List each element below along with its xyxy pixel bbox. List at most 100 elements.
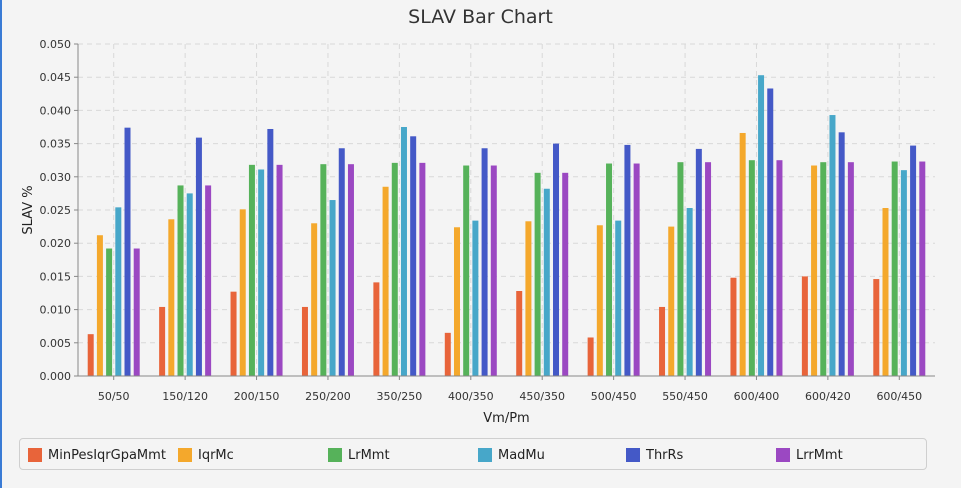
legend-item-LrMmt: LrMmt (328, 446, 390, 464)
bar-LrrMmt-600/420 (847, 162, 854, 376)
bar-LrMmt-600/400 (748, 160, 755, 376)
bar-MadMu-600/400 (758, 75, 765, 376)
bar-ThrRs-150/120 (195, 137, 202, 376)
bar-ThrRs-500/450 (624, 144, 631, 376)
x-tick-label: 500/450 (591, 390, 637, 403)
bar-MadMu-550/450 (686, 208, 693, 376)
bar-IqrMc-250/200 (311, 223, 318, 376)
x-tick-label: 350/250 (377, 390, 423, 403)
bar-IqrMc-350/250 (382, 186, 389, 376)
legend-swatch (178, 448, 192, 462)
legend-swatch (28, 448, 42, 462)
y-tick-label: 0.050 (40, 38, 72, 51)
bar-LrMmt-600/420 (820, 162, 827, 376)
x-tick-label: 50/50 (98, 390, 130, 403)
bar-IqrMc-200/150 (239, 209, 246, 376)
window-edge (0, 0, 2, 488)
bar-MadMu-400/350 (472, 220, 479, 376)
y-tick-label: 0.030 (40, 171, 72, 184)
legend-label: ThrRs (646, 447, 684, 463)
legend-swatch (776, 448, 790, 462)
bar-MadMu-200/150 (258, 169, 265, 376)
y-tick-label: 0.025 (40, 204, 72, 217)
bar-ThrRs-350/250 (410, 136, 417, 376)
y-tick-label: 0.045 (40, 71, 72, 84)
bar-MinPesIqrGpaMmt-400/350 (444, 332, 451, 376)
bar-MadMu-600/450 (900, 170, 907, 376)
bar-LrMmt-250/200 (320, 164, 327, 376)
bar-LrrMmt-450/350 (562, 172, 569, 376)
bar-MadMu-350/250 (400, 127, 407, 376)
x-tick-label: 600/420 (805, 390, 851, 403)
bar-MinPesIqrGpaMmt-50/50 (87, 334, 94, 376)
bar-IqrMc-50/50 (96, 235, 103, 376)
bar-LrrMmt-350/250 (419, 162, 426, 376)
bar-LrMmt-150/120 (177, 185, 184, 376)
bar-LrrMmt-600/400 (776, 160, 783, 376)
bar-IqrMc-450/350 (525, 221, 532, 376)
bar-MinPesIqrGpaMmt-600/400 (730, 277, 737, 376)
legend-swatch (478, 448, 492, 462)
y-tick-label: 0.015 (40, 270, 72, 283)
bar-IqrMc-150/120 (168, 219, 175, 376)
bar-LrMmt-450/350 (534, 172, 541, 376)
bar-ThrRs-50/50 (124, 127, 131, 376)
bar-LrrMmt-50/50 (133, 248, 140, 376)
bar-MinPesIqrGpaMmt-600/420 (801, 276, 808, 376)
bar-MadMu-150/120 (186, 193, 193, 376)
y-tick-label: 0.020 (40, 237, 72, 250)
bar-MinPesIqrGpaMmt-250/200 (301, 306, 308, 376)
legend-label: MinPesIqrGpaMmt (48, 447, 166, 463)
bar-MadMu-600/420 (829, 115, 836, 376)
legend-item-IqrMc: IqrMc (178, 446, 234, 464)
bar-ThrRs-250/200 (338, 148, 345, 376)
bar-IqrMc-500/450 (596, 225, 603, 376)
bar-LrMmt-350/250 (391, 162, 398, 376)
bar-MinPesIqrGpaMmt-450/350 (516, 291, 523, 376)
legend-item-LrrMmt: LrrMmt (776, 446, 843, 464)
x-tick-label: 450/350 (519, 390, 565, 403)
bar-LrMmt-50/50 (106, 248, 113, 376)
bar-IqrMc-400/350 (453, 227, 460, 376)
legend: MinPesIqrGpaMmt IqrMc LrMmt MadMu ThrRs LrrMm… (19, 438, 927, 470)
bar-MinPesIqrGpaMmt-200/150 (230, 291, 237, 376)
bar-LrMmt-600/450 (891, 161, 898, 376)
bar-ThrRs-600/450 (910, 145, 917, 376)
bar-LrMmt-550/450 (677, 162, 684, 376)
legend-item-ThrRs: ThrRs (626, 446, 683, 464)
x-tick-label: 600/450 (876, 390, 922, 403)
bar-ThrRs-200/150 (267, 128, 274, 376)
bar-ThrRs-600/420 (838, 132, 845, 376)
legend-swatch (328, 448, 342, 462)
y-tick-label: 0.040 (40, 104, 72, 117)
x-tick-label: 400/350 (448, 390, 494, 403)
bar-IqrMc-550/450 (668, 226, 675, 376)
legend-item-MinPesIqrGpaMmt: MinPesIqrGpaMmt (28, 446, 166, 464)
y-tick-label: 0.005 (40, 337, 72, 350)
y-tick-label: 0.010 (40, 304, 72, 317)
bar-MadMu-500/450 (615, 220, 622, 376)
bar-MinPesIqrGpaMmt-550/450 (659, 306, 666, 376)
legend-label: MadMu (498, 447, 545, 463)
bar-MinPesIqrGpaMmt-150/120 (159, 306, 166, 376)
bar-LrrMmt-200/150 (276, 164, 283, 376)
bar-MadMu-50/50 (115, 207, 122, 376)
x-tick-label: 600/400 (734, 390, 780, 403)
bar-LrrMmt-400/350 (490, 165, 497, 376)
legend-label: LrrMmt (796, 447, 843, 463)
bar-IqrMc-600/450 (882, 208, 889, 376)
bar-LrMmt-500/450 (606, 163, 613, 376)
bar-LrrMmt-500/450 (633, 163, 640, 376)
bar-LrMmt-400/350 (463, 165, 470, 376)
bar-LrrMmt-150/120 (205, 185, 212, 376)
x-tick-label: 150/120 (162, 390, 208, 403)
chart-title: SLAV Bar Chart (408, 6, 553, 28)
bar-ThrRs-600/400 (767, 88, 774, 376)
legend-swatch (626, 448, 640, 462)
legend-item-MadMu: MadMu (478, 446, 545, 464)
bar-MadMu-450/350 (543, 188, 550, 376)
bar-ThrRs-550/450 (695, 148, 702, 376)
bar-LrrMmt-550/450 (705, 162, 712, 376)
x-axis-title: Vm/Pm (483, 411, 529, 426)
legend-label: IqrMc (198, 447, 234, 463)
